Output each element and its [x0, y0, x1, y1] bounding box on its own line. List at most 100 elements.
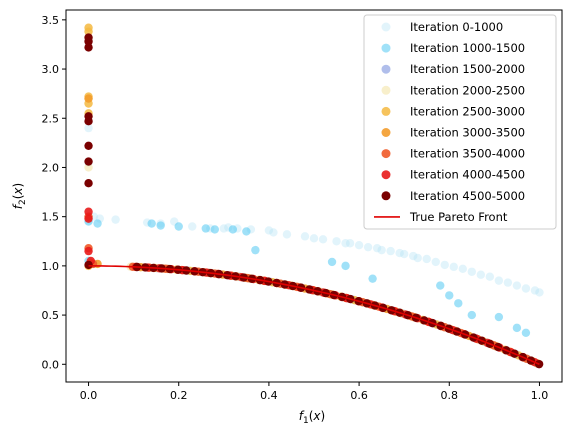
data-point — [84, 117, 93, 126]
y-axis-label: f2(x) — [11, 183, 28, 209]
y-tick-label: 1.5 — [42, 211, 60, 224]
legend-marker — [381, 22, 391, 32]
x-tick-label: 0.8 — [441, 389, 459, 402]
data-point — [269, 228, 278, 237]
legend-marker — [381, 106, 391, 116]
legend-label: Iteration 4500-5000 — [410, 189, 525, 203]
data-point — [84, 37, 93, 46]
data-point — [454, 299, 463, 308]
legend-label: Iteration 3500-4000 — [410, 147, 525, 161]
data-point — [84, 179, 93, 188]
data-point — [84, 123, 93, 133]
data-point — [84, 141, 93, 151]
y-tick-label: 0.0 — [42, 358, 60, 371]
y-tick-label: 2.5 — [42, 112, 60, 125]
legend-label: Iteration 1500-2000 — [410, 62, 525, 76]
data-point — [147, 219, 156, 228]
data-point — [476, 270, 486, 279]
data-point — [445, 291, 454, 300]
legend: Iteration 0-1000 Iteration 1000-1500 Itera… — [363, 14, 557, 230]
data-point — [332, 237, 341, 246]
legend-marker — [381, 149, 391, 159]
data-point — [440, 260, 449, 270]
data-point — [327, 257, 337, 267]
data-point — [282, 230, 292, 239]
x-tick-label: 1.0 — [531, 389, 549, 402]
data-point — [228, 225, 238, 234]
x-tick-label: 0.2 — [170, 389, 188, 402]
legend-label: Iteration 2500-3000 — [410, 104, 525, 118]
data-point — [174, 222, 183, 231]
data-point — [467, 310, 477, 320]
data-point — [458, 264, 467, 274]
data-point — [84, 214, 93, 223]
data-point — [377, 245, 386, 255]
data-point — [84, 260, 93, 270]
legend-marker — [381, 191, 391, 201]
data-point — [494, 276, 504, 285]
data-point — [503, 278, 513, 287]
data-point — [449, 262, 458, 272]
data-point — [309, 234, 319, 243]
data-point — [363, 242, 373, 252]
data-point — [84, 43, 93, 52]
x-axis-ticks: 0.0 0.2 0.4 0.6 0.8 1.0 — [80, 382, 548, 402]
data-point — [264, 226, 274, 235]
data-point — [422, 254, 431, 264]
data-point — [341, 261, 350, 271]
y-axis-ticks: 0.0 0.5 1.0 1.5 2.0 2.5 3.0 3.5 — [42, 14, 66, 371]
data-point — [84, 157, 93, 166]
data-point — [386, 246, 395, 256]
data-point — [395, 248, 404, 258]
data-point — [84, 94, 93, 103]
data-point — [300, 232, 310, 241]
data-point — [413, 253, 422, 263]
data-point — [399, 249, 409, 259]
y-tick-label: 2.0 — [42, 161, 60, 174]
data-point — [467, 267, 477, 276]
data-point — [318, 235, 328, 244]
data-point — [345, 239, 355, 248]
data-point — [521, 284, 531, 293]
data-point — [431, 257, 440, 267]
legend-label: Iteration 0-1000 — [410, 20, 503, 34]
legend-label: Iteration 3000-3500 — [410, 126, 525, 140]
x-axis-label: f1(x) — [299, 409, 325, 426]
data-point — [521, 328, 531, 337]
legend-label: True Pareto Front — [409, 210, 508, 224]
data-point — [512, 323, 522, 333]
data-point — [201, 224, 210, 233]
legend-marker — [381, 128, 391, 137]
legend-label: Iteration 1000-1500 — [410, 41, 525, 55]
data-point — [436, 281, 445, 290]
legend-marker — [381, 170, 391, 180]
data-point — [84, 163, 93, 172]
x-tick-label: 0.6 — [350, 389, 368, 402]
legend-label: Iteration 2000-2500 — [410, 83, 525, 97]
data-point — [93, 219, 102, 228]
legend-label: Iteration 4000-4500 — [410, 168, 525, 182]
data-point — [111, 215, 120, 224]
data-point — [494, 312, 504, 322]
data-point — [485, 272, 495, 281]
data-point — [341, 239, 350, 248]
data-point — [535, 288, 544, 297]
data-point — [188, 222, 197, 231]
legend-marker — [381, 64, 391, 74]
data-point — [84, 246, 93, 256]
legend-box — [363, 14, 557, 230]
data-point — [242, 227, 251, 236]
data-point — [512, 281, 522, 290]
plot-frame — [65, 9, 563, 383]
data-point — [372, 243, 382, 253]
true-pareto-front-curve — [88, 265, 540, 366]
series-1 — [84, 217, 531, 337]
legend-marker — [381, 85, 391, 95]
pareto-front-line — [88, 265, 540, 366]
x-tick-label: 0.0 — [80, 389, 98, 402]
data-point — [84, 207, 93, 216]
legend-marker — [381, 43, 391, 53]
data-point — [530, 286, 540, 295]
data-point — [368, 274, 377, 283]
